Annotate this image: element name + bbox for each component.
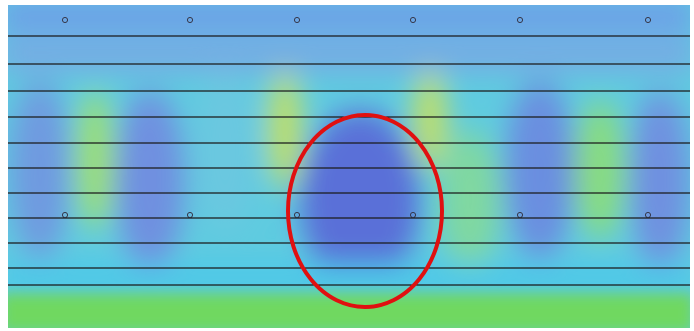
markers [62, 17, 651, 218]
highlight-ellipse [286, 113, 444, 309]
grid-lines [8, 35, 690, 286]
bottom-band [8, 293, 690, 328]
color-field [8, 5, 690, 290]
